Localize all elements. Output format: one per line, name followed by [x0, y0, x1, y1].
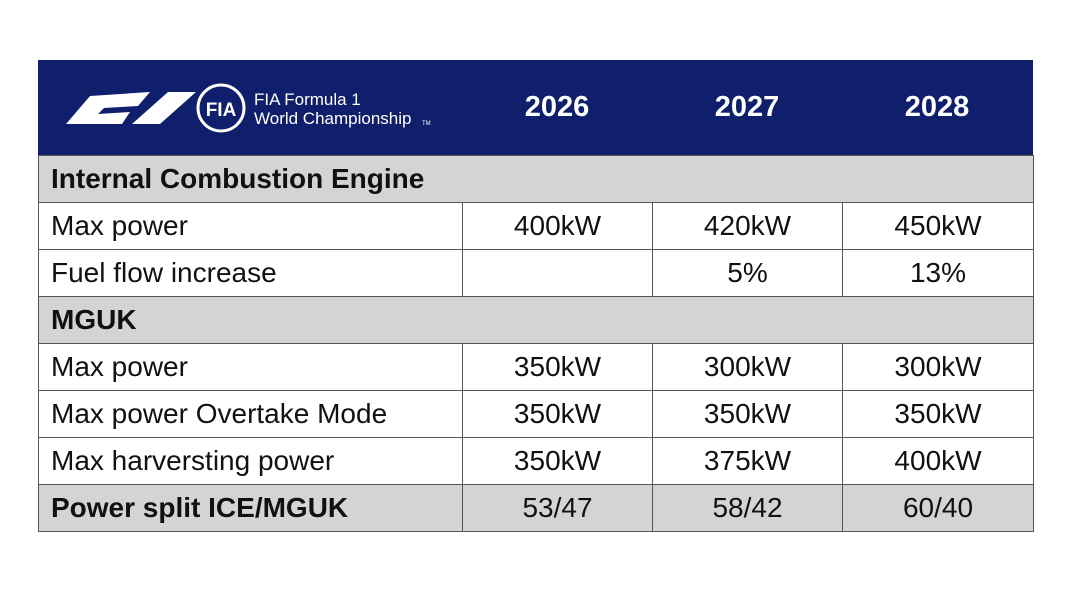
value-cell: 300kW — [652, 342, 843, 391]
row-label: Power split ICE/MGUK — [38, 483, 463, 532]
row-label: Fuel flow increase — [38, 248, 463, 297]
value-cell: 300kW — [842, 342, 1034, 391]
section-row: Internal Combustion Engine — [38, 154, 1034, 203]
row-label: Max power — [38, 342, 463, 391]
section-label: Internal Combustion Engine — [38, 154, 1034, 203]
data-row: Fuel flow increase 5% 13% — [38, 248, 1034, 297]
data-row: Max power 400kW 420kW 450kW — [38, 201, 1034, 250]
value-cell: 13% — [842, 248, 1034, 297]
year-header: 2026 — [524, 91, 590, 123]
value-cell: 375kW — [652, 436, 843, 485]
value-cell: 420kW — [652, 201, 843, 250]
value-cell: 450kW — [842, 201, 1034, 250]
value-cell: 350kW — [652, 389, 843, 438]
logo-line: World Championship — [254, 109, 411, 128]
value-cell: 350kW — [462, 436, 653, 485]
fia-badge-text: FIA — [206, 100, 237, 121]
year-header: 2027 — [714, 91, 780, 123]
value-cell: 5% — [652, 248, 843, 297]
logo: FIA FIA Formula 1 World Championship TM — [66, 83, 431, 133]
section-label: MGUK — [38, 295, 1034, 344]
table-header: FIA FIA Formula 1 World Championship TM … — [38, 60, 1033, 155]
logo-line: FIA Formula 1 — [254, 90, 361, 109]
logo-trademark: TM — [422, 121, 431, 127]
value-cell: 350kW — [462, 342, 653, 391]
header-spacer — [39, 60, 1034, 155]
f1-logo-shape — [66, 92, 150, 124]
value-cell: 60/40 — [842, 483, 1034, 532]
row-label: Max harversting power — [38, 436, 463, 485]
row-label: Max power — [38, 201, 463, 250]
fia-badge — [196, 83, 246, 133]
year-header: 2028 — [904, 91, 970, 123]
data-row: Power split ICE/MGUK 53/47 58/42 60/40 — [38, 483, 1034, 532]
value-cell: 53/47 — [462, 483, 653, 532]
data-row: Max harversting power 350kW 375kW 400kW — [38, 436, 1034, 485]
data-row: Max power 350kW 300kW 300kW — [38, 342, 1034, 391]
value-cell: 400kW — [842, 436, 1034, 485]
data-row: Max power Overtake Mode 350kW 350kW 350kW — [38, 389, 1034, 438]
value-cell: 350kW — [462, 389, 653, 438]
table-body: Internal Combustion Engine Max power 400kW… — [38, 60, 1034, 532]
row-label: Max power Overtake Mode — [38, 389, 463, 438]
f1-logo-shape — [132, 92, 196, 124]
header-spacer-cell — [39, 60, 1034, 155]
value-cell: 350kW — [842, 389, 1034, 438]
value-cell: 58/42 — [652, 483, 843, 532]
spec-table: Internal Combustion Engine Max power 400kW… — [38, 60, 1034, 532]
value-cell — [462, 248, 653, 297]
value-cell: 400kW — [462, 201, 653, 250]
section-row: MGUK — [38, 295, 1034, 344]
